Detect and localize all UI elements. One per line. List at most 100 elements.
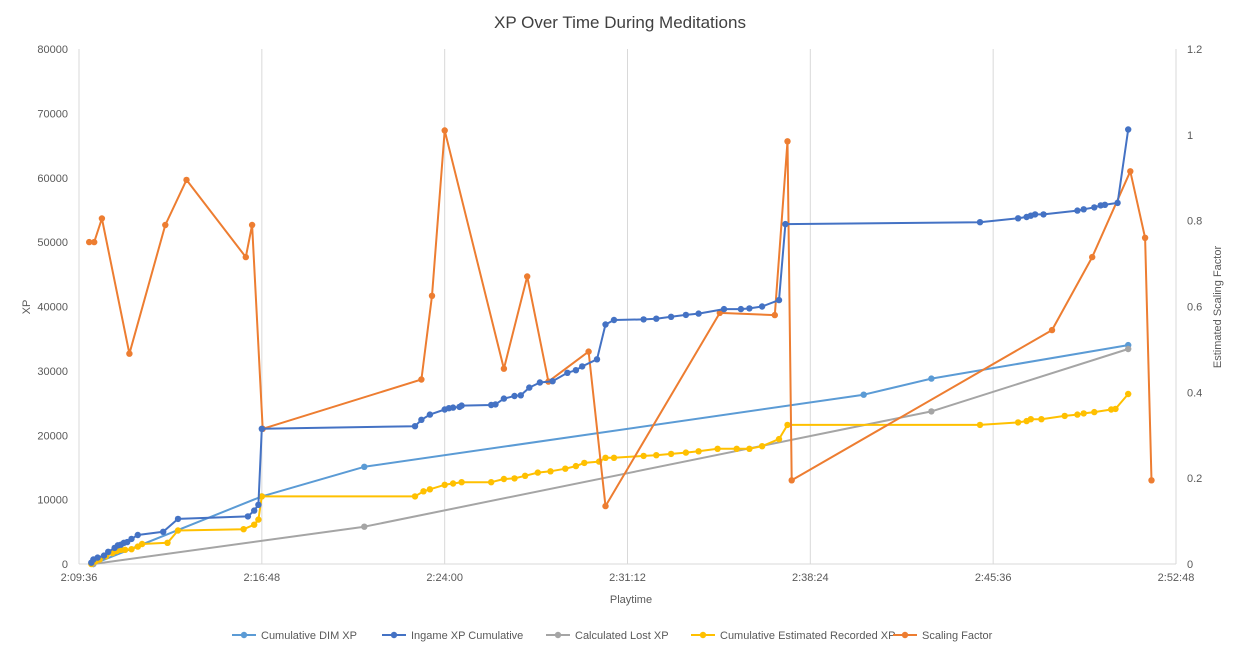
data-point-cumulative-dim-xp: [860, 391, 867, 398]
data-point-scaling-factor: [784, 138, 791, 145]
legend-item-cumulative-dim-xp: Cumulative DIM XP: [232, 630, 357, 642]
legend-item-cumulative-estimated-recorded-xp: Cumulative Estimated Recorded XP: [691, 630, 895, 642]
data-point-cumulative-estimated-recorded-xp: [251, 521, 258, 528]
data-point-cumulative-estimated-recorded-xp: [653, 452, 660, 459]
legend-label: Cumulative Estimated Recorded XP: [720, 630, 895, 642]
data-point-ingame-xp-cumulative: [134, 531, 141, 539]
data-point-ingame-xp-cumulative: [517, 392, 524, 399]
y2-tick-label: 1: [1187, 130, 1193, 142]
data-point-scaling-factor: [86, 238, 93, 246]
data-point-scaling-factor: [248, 221, 256, 229]
data-point-cumulative-estimated-recorded-xp: [426, 486, 434, 493]
data-point-scaling-factor: [242, 253, 249, 261]
y2-tick-label: 0.8: [1187, 216, 1202, 228]
data-point-cumulative-estimated-recorded-xp: [1091, 408, 1098, 416]
y-tick-label: 0: [62, 559, 68, 571]
y2-tick-label: 0.4: [1187, 387, 1202, 399]
legend-label: Cumulative DIM XP: [261, 630, 357, 642]
x-tick-label: 2:52:48: [1158, 572, 1195, 584]
series-line-ingame-xp-cumulative: [90, 129, 1130, 564]
data-point-cumulative-estimated-recorded-xp: [164, 539, 171, 546]
data-point-cumulative-estimated-recorded-xp: [714, 445, 721, 452]
data-point-ingame-xp-cumulative: [128, 535, 135, 543]
x-axis-title: Playtime: [610, 594, 652, 606]
y2-tick-label: 0: [1187, 559, 1193, 571]
data-point-ingame-xp-cumulative: [1040, 211, 1047, 218]
data-point-scaling-factor: [500, 365, 508, 372]
data-point-cumulative-estimated-recorded-xp: [547, 468, 554, 475]
data-point-ingame-xp-cumulative: [418, 416, 425, 423]
data-point-cumulative-estimated-recorded-xp: [581, 459, 588, 467]
data-point-cumulative-estimated-recorded-xp: [534, 469, 541, 476]
data-point-ingame-xp-cumulative: [255, 501, 262, 508]
x-tick-label: 2:38:24: [792, 572, 829, 584]
y-tick-label: 70000: [37, 108, 68, 120]
chart-title: XP Over Time During Meditations: [494, 13, 746, 32]
data-point-scaling-factor: [418, 376, 425, 383]
y2-tick-label: 0.2: [1187, 473, 1202, 485]
y-tick-label: 30000: [37, 366, 68, 378]
data-point-cumulative-estimated-recorded-xp: [1125, 390, 1132, 398]
data-point-calculated-lost-xp: [1125, 345, 1132, 353]
y2-tick-label: 1.2: [1187, 44, 1202, 56]
legend-swatch-marker: [554, 631, 562, 639]
y-tick-label: 10000: [37, 495, 68, 507]
data-point-ingame-xp-cumulative: [667, 313, 675, 320]
data-point-calculated-lost-xp: [928, 408, 935, 415]
legend-item-scaling-factor: Scaling Factor: [893, 630, 993, 642]
data-point-cumulative-estimated-recorded-xp: [682, 449, 690, 456]
data-point-ingame-xp-cumulative: [1014, 215, 1022, 222]
data-point-ingame-xp-cumulative: [174, 515, 182, 523]
data-point-cumulative-estimated-recorded-xp: [775, 435, 783, 443]
data-point-cumulative-estimated-recorded-xp: [640, 452, 647, 460]
legend-label: Calculated Lost XP: [575, 630, 669, 642]
data-point-ingame-xp-cumulative: [500, 395, 508, 402]
legend-swatch-marker: [901, 631, 909, 639]
data-point-cumulative-estimated-recorded-xp: [695, 448, 702, 455]
data-point-ingame-xp-cumulative: [746, 305, 753, 312]
data-point-ingame-xp-cumulative: [758, 303, 766, 310]
data-point-ingame-xp-cumulative: [458, 402, 465, 409]
data-point-ingame-xp-cumulative: [492, 401, 499, 408]
data-point-cumulative-estimated-recorded-xp: [128, 546, 135, 553]
y-tick-label: 40000: [37, 302, 68, 314]
data-point-cumulative-estimated-recorded-xp: [258, 493, 265, 500]
data-point-ingame-xp-cumulative: [720, 305, 728, 313]
data-point-scaling-factor: [1141, 234, 1149, 241]
data-point-cumulative-estimated-recorded-xp: [667, 450, 675, 458]
data-point-ingame-xp-cumulative: [1031, 211, 1039, 218]
legend-label: Scaling Factor: [922, 630, 993, 642]
data-point-cumulative-estimated-recorded-xp: [1080, 410, 1087, 417]
data-point-ingame-xp-cumulative: [549, 378, 556, 385]
data-point-ingame-xp-cumulative: [610, 316, 618, 324]
series-line-scaling-factor: [89, 129, 1153, 508]
data-point-ingame-xp-cumulative: [1101, 201, 1109, 208]
series-layer: [86, 126, 1155, 568]
axes: 2:09:36 2:16:48 2:24:00 2:31:12 2:38:24 2:45:…: [37, 44, 1202, 584]
data-point-cumulative-estimated-recorded-xp: [976, 421, 984, 429]
data-point-scaling-factor: [585, 348, 592, 355]
data-point-cumulative-estimated-recorded-xp: [1027, 416, 1035, 423]
data-point-ingame-xp-cumulative: [94, 554, 101, 561]
data-point-cumulative-estimated-recorded-xp: [733, 445, 740, 452]
data-point-scaling-factor: [428, 292, 436, 299]
data-point-scaling-factor: [524, 273, 531, 280]
data-point-scaling-factor: [183, 176, 190, 184]
series-line-cumulative-dim-xp: [93, 344, 1129, 565]
data-point-ingame-xp-cumulative: [1125, 126, 1132, 133]
x-tick-label: 2:09:36: [61, 572, 98, 584]
data-point-ingame-xp-cumulative: [579, 363, 586, 370]
legend-swatch-marker: [390, 631, 398, 639]
legend-swatch-marker: [240, 631, 248, 639]
x-tick-label: 2:24:00: [426, 572, 463, 584]
legend-swatch-marker: [699, 631, 707, 639]
data-point-scaling-factor: [162, 221, 169, 229]
data-point-cumulative-estimated-recorded-xp: [610, 454, 618, 461]
data-point-ingame-xp-cumulative: [1074, 207, 1081, 214]
y-tick-label: 60000: [37, 173, 68, 185]
data-point-cumulative-dim-xp: [361, 463, 368, 470]
data-point-ingame-xp-cumulative: [782, 220, 789, 228]
data-point-ingame-xp-cumulative: [653, 315, 660, 322]
